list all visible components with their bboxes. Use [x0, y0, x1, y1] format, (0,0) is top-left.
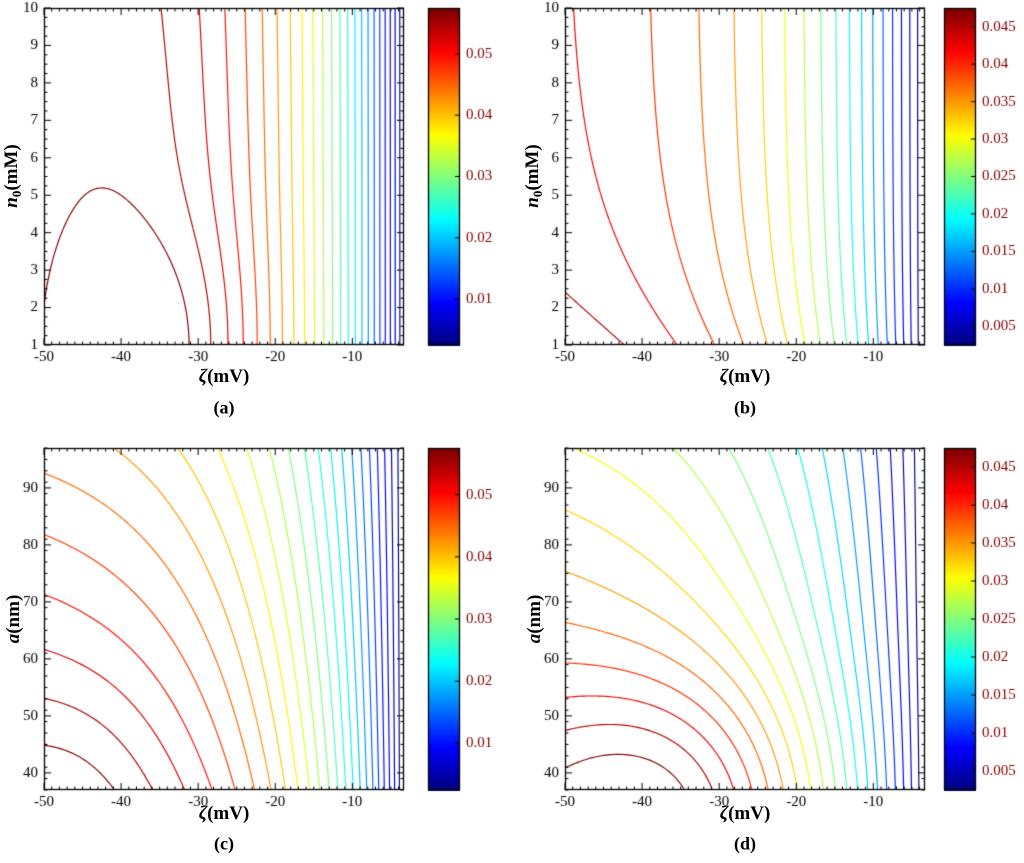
- panel-b-caption: (b): [734, 397, 756, 418]
- panel-d-xlabel: ζ(mV): [719, 803, 771, 824]
- panel-a-ylabel: n0(mM): [1, 144, 24, 208]
- panel-b-ylabel: n0(mM): [522, 144, 545, 208]
- panel-b-xlabel: ζ(mV): [719, 366, 771, 387]
- panel-c-ylabel: a(nm): [3, 594, 24, 644]
- panel-a-xlabel: ζ(mV): [198, 366, 250, 387]
- panel-d-ylabel: a(nm): [524, 594, 545, 644]
- panel-a-caption: (a): [213, 397, 235, 418]
- panel-d-caption: (d): [734, 833, 756, 854]
- panel-c-xlabel: ζ(mV): [198, 803, 250, 824]
- panel-c-caption: (c): [214, 833, 234, 854]
